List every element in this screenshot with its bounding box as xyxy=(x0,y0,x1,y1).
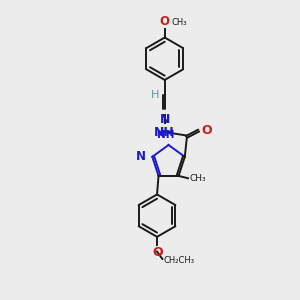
Text: O: O xyxy=(201,124,211,137)
Text: O: O xyxy=(160,15,170,28)
Text: CH₃: CH₃ xyxy=(171,18,187,27)
Text: H: H xyxy=(151,90,160,100)
Text: N: N xyxy=(136,150,146,163)
Text: N: N xyxy=(160,113,170,127)
Text: CH₃: CH₃ xyxy=(189,174,206,183)
Text: NH: NH xyxy=(154,126,175,139)
Text: NH: NH xyxy=(158,130,175,140)
Text: CH₂CH₃: CH₂CH₃ xyxy=(164,256,194,265)
Text: O: O xyxy=(152,246,163,259)
